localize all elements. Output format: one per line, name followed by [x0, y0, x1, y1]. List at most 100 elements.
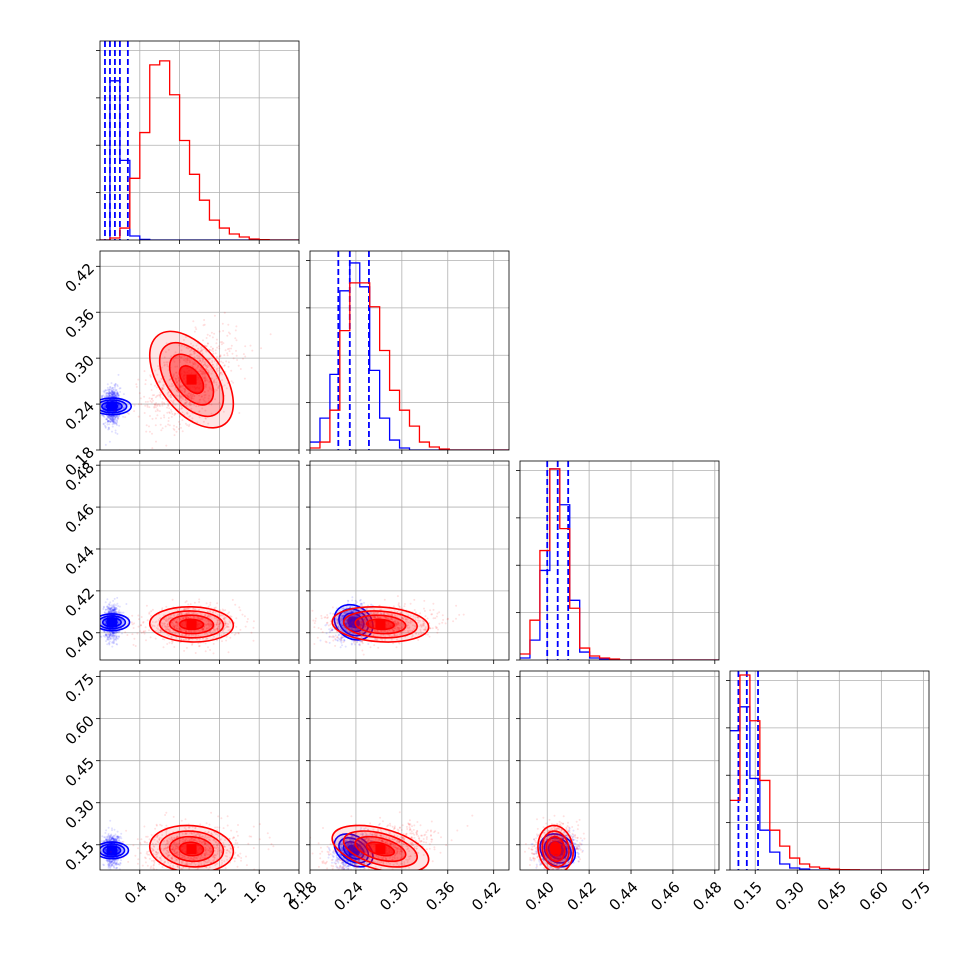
scatter-point-1-0-1-467 — [159, 393, 162, 396]
scatter-point-2-0-1-317 — [136, 632, 139, 635]
scatter-point-1-0-0-258 — [116, 384, 119, 386]
scatter-point-1-0-1-347 — [188, 397, 191, 399]
scatter-point-1-0-1-289 — [211, 348, 214, 350]
scatter-point-1-0-0-4 — [116, 393, 119, 396]
scatter-point-1-0-1-104 — [173, 360, 176, 363]
scatter-point-2-0-1-175 — [131, 633, 134, 636]
scatter-point-2-0-0-782 — [102, 606, 105, 609]
scatter-point-1-0-1-407 — [212, 380, 215, 382]
scatter-point-1-0-0-735 — [108, 389, 111, 392]
scatter-point-1-0-0-689 — [116, 432, 119, 435]
scatter-point-1-0-1-392 — [155, 386, 158, 389]
scatter-point-1-0-1-208 — [159, 423, 162, 426]
scatter-point-1-0-0-399 — [108, 395, 110, 397]
scatter-point-2-0-1-125 — [173, 646, 176, 648]
scatter-point-1-0-1-778 — [234, 337, 237, 340]
scatter-point-1-0-0-588 — [111, 423, 114, 426]
scatter-point-1-0-1-617 — [155, 417, 157, 420]
scatter-point-1-0-1-105 — [170, 399, 173, 402]
scatter-point-1-0-0-671 — [115, 389, 117, 392]
scatter-point-2-0-0-564 — [104, 608, 107, 611]
scatter-point-1-0-0-348 — [114, 422, 117, 425]
scatter-point-1-0-0-161 — [113, 392, 116, 395]
scatter-point-1-0-0-69 — [112, 393, 115, 396]
scatter-point-1-0-0-246 — [113, 422, 116, 425]
scatter-point-1-0-1-514 — [202, 371, 205, 374]
scatter-point-2-0-1-92 — [209, 649, 212, 651]
scatter-point-2-0-1-660 — [183, 649, 186, 652]
scatter-point-1-0-1-284 — [221, 322, 224, 325]
scatter-point-1-0-1-236 — [201, 348, 204, 351]
scatter-point-1-0-1-431 — [189, 359, 192, 362]
scatter-point-1-0-1-545 — [195, 405, 198, 408]
scatter-point-1-0-1-303 — [152, 399, 154, 402]
scatter-point-2-0-0-624 — [104, 611, 106, 614]
scatter-point-1-0-1-222 — [180, 384, 183, 387]
scatter-point-1-0-1-178 — [215, 377, 218, 380]
scatter-point-1-0-0-822 — [110, 415, 113, 418]
scatter-point-2-0-1-691 — [191, 643, 193, 646]
scatter-point-2-0-1-221 — [117, 610, 120, 613]
scatter-point-1-0-0-296 — [110, 388, 113, 391]
scatter-point-1-0-1-211 — [156, 409, 159, 412]
scatter-point-1-0-1-369 — [184, 388, 187, 390]
scatter-point-1-0-1-569 — [238, 412, 241, 414]
scatter-point-2-0-1-855 — [189, 603, 192, 606]
scatter-point-1-0-1-359 — [215, 364, 218, 367]
scatter-point-1-0-0-599 — [122, 406, 125, 409]
scatter-point-1-0-1-402 — [173, 434, 176, 437]
scatter-point-1-0-1-302 — [201, 373, 204, 376]
scatter-point-2-0-1-388 — [187, 603, 190, 606]
scatter-point-1-0-0-529 — [117, 415, 120, 418]
scatter-point-2-0-1-240 — [219, 609, 222, 612]
scatter-point-1-0-0-828 — [100, 396, 103, 399]
scatter-point-1-0-1-370 — [184, 336, 187, 338]
scatter-point-1-0-0-142 — [114, 421, 116, 424]
scatter-point-1-0-0-377 — [113, 390, 116, 393]
scatter-point-1-0-0-326 — [107, 388, 110, 391]
panel-border-0-0 — [99, 40, 300, 241]
scatter-point-1-0-0-211 — [111, 391, 114, 394]
scatter-point-1-0-0-730 — [112, 420, 115, 423]
scatter-point-1-0-0-761 — [107, 420, 110, 423]
scatter-point-2-0-1-826 — [140, 616, 143, 618]
scatter-point-2-0-1-561 — [233, 633, 236, 636]
scatter-point-1-0-0-683 — [110, 393, 113, 395]
scatter-point-1-0-0-516 — [111, 393, 114, 396]
scatter-point-1-0-1-32 — [190, 349, 193, 351]
scatter-point-1-0-1-511 — [217, 369, 220, 372]
scatter-point-1-0-1-546 — [144, 404, 147, 407]
scatter-point-1-0-0-328 — [113, 392, 116, 395]
scatter-point-1-0-0-789 — [113, 392, 116, 395]
scatter-point-1-0-1-784 — [161, 404, 164, 407]
scatter-point-2-1-0-337 — [370, 603, 373, 606]
scatter-point-1-0-0-347 — [118, 387, 121, 390]
scatter-point-2-0-1-668 — [132, 627, 135, 629]
scatter-point-1-0-0-162 — [112, 392, 115, 395]
scatter-point-1-0-1-390 — [222, 361, 224, 364]
scatter-point-1-0-1-97 — [216, 367, 219, 370]
scatter-point-1-0-1-158 — [179, 396, 182, 399]
scatter-point-1-0-1-325 — [154, 403, 157, 406]
scatter-point-2-1-1-258 — [423, 599, 426, 602]
scatter-point-1-0-0-725 — [109, 420, 112, 423]
scatter-point-1-0-1-436 — [195, 328, 198, 331]
scatter-point-1-0-1-482 — [212, 350, 215, 353]
scatter-point-1-0-1-62 — [200, 349, 203, 352]
scatter-point-1-0-0-79 — [111, 394, 114, 396]
scatter-point-2-0-0-876 — [112, 599, 115, 602]
scatter-point-1-0-1-746 — [153, 394, 156, 397]
scatter-point-1-0-1-610 — [186, 424, 189, 427]
scatter-point-1-0-1-141 — [180, 344, 183, 347]
scatter-point-1-0-0-765 — [112, 418, 115, 421]
scatter-point-1-0-1-133 — [211, 370, 214, 372]
scatter-point-1-0-1-777 — [227, 361, 230, 364]
scatter-point-1-0-0-491 — [109, 420, 112, 423]
scatter-point-1-0-0-141 — [114, 394, 117, 397]
scatter-point-2-0-1-71 — [238, 606, 241, 609]
scatter-point-1-0-1-92 — [210, 368, 213, 370]
scatter-point-2-0-1-530 — [139, 630, 142, 633]
scatter-point-1-0-1-395 — [201, 360, 204, 363]
scatter-point-1-0-1-692 — [161, 397, 164, 400]
scatter-point-2-0-0-803 — [113, 631, 116, 634]
